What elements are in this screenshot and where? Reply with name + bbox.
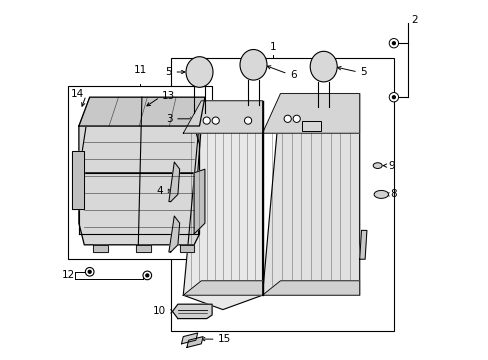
Polygon shape [79, 126, 201, 173]
Polygon shape [179, 245, 194, 252]
Circle shape [145, 274, 148, 277]
Circle shape [212, 117, 219, 124]
Text: 12: 12 [61, 270, 75, 280]
Polygon shape [183, 281, 262, 295]
Text: 6: 6 [289, 69, 296, 80]
Polygon shape [136, 245, 151, 252]
Polygon shape [79, 97, 204, 126]
Text: 10: 10 [153, 306, 166, 316]
Circle shape [244, 117, 251, 124]
Text: 7: 7 [325, 122, 332, 132]
Circle shape [85, 267, 94, 276]
Polygon shape [168, 216, 179, 252]
Polygon shape [262, 94, 359, 295]
Text: 8: 8 [389, 189, 396, 199]
Polygon shape [359, 230, 366, 259]
Bar [302, 121, 320, 131]
Text: 5: 5 [165, 67, 171, 77]
Polygon shape [181, 333, 197, 344]
Text: 11: 11 [133, 65, 146, 75]
Ellipse shape [373, 190, 387, 198]
Polygon shape [183, 101, 262, 310]
Circle shape [292, 115, 300, 122]
Polygon shape [183, 101, 262, 133]
Polygon shape [186, 337, 203, 347]
Text: 13: 13 [162, 91, 175, 101]
Polygon shape [72, 151, 84, 209]
Text: 9: 9 [387, 161, 394, 171]
Ellipse shape [372, 163, 382, 168]
Polygon shape [168, 162, 179, 202]
Circle shape [88, 270, 91, 273]
Polygon shape [79, 173, 197, 234]
Text: 15: 15 [218, 334, 231, 344]
Text: 1: 1 [269, 42, 276, 52]
Polygon shape [262, 94, 359, 133]
Circle shape [142, 271, 151, 280]
Text: 14: 14 [71, 89, 84, 99]
Ellipse shape [240, 49, 266, 80]
Circle shape [203, 117, 210, 124]
Circle shape [392, 42, 394, 45]
Ellipse shape [185, 57, 213, 87]
Ellipse shape [309, 51, 337, 82]
Polygon shape [172, 304, 212, 319]
Circle shape [284, 115, 291, 122]
Bar [170, 58, 393, 331]
Circle shape [392, 96, 394, 99]
Polygon shape [194, 169, 204, 234]
Circle shape [388, 93, 398, 102]
Text: 5: 5 [359, 67, 366, 77]
Circle shape [388, 39, 398, 48]
Polygon shape [79, 126, 199, 245]
Polygon shape [93, 245, 107, 252]
Bar [68, 86, 212, 259]
Text: 4: 4 [156, 186, 163, 196]
Text: 3: 3 [165, 114, 172, 124]
Text: 2: 2 [410, 15, 417, 25]
Polygon shape [262, 281, 359, 295]
